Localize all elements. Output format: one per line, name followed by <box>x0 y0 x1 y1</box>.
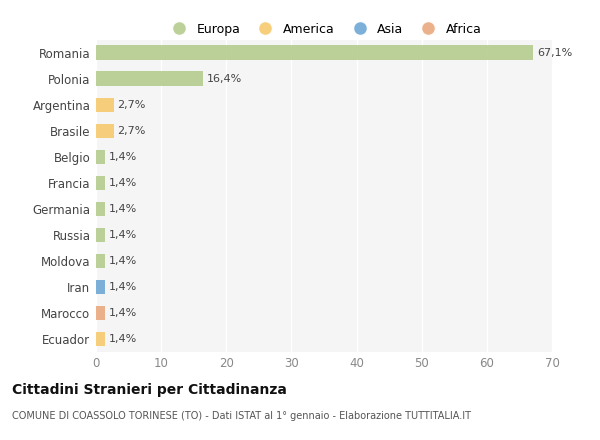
Bar <box>96 202 105 216</box>
Text: 67,1%: 67,1% <box>537 48 572 58</box>
Bar <box>96 227 105 242</box>
Text: 2,7%: 2,7% <box>118 100 146 110</box>
Text: 1,4%: 1,4% <box>109 178 137 188</box>
Text: 1,4%: 1,4% <box>109 204 137 214</box>
Bar <box>96 254 105 268</box>
Bar <box>96 45 533 60</box>
Text: Cittadini Stranieri per Cittadinanza: Cittadini Stranieri per Cittadinanza <box>12 383 287 397</box>
Bar <box>96 332 105 346</box>
Text: 1,4%: 1,4% <box>109 282 137 292</box>
Bar <box>96 150 105 164</box>
Text: 1,4%: 1,4% <box>109 230 137 240</box>
Text: 1,4%: 1,4% <box>109 308 137 318</box>
Text: COMUNE DI COASSOLO TORINESE (TO) - Dati ISTAT al 1° gennaio - Elaborazione TUTTI: COMUNE DI COASSOLO TORINESE (TO) - Dati … <box>12 411 471 422</box>
Text: 2,7%: 2,7% <box>118 126 146 136</box>
Text: 1,4%: 1,4% <box>109 256 137 266</box>
Text: 16,4%: 16,4% <box>207 73 242 84</box>
Bar <box>96 98 113 112</box>
Bar <box>96 176 105 190</box>
Text: 1,4%: 1,4% <box>109 334 137 344</box>
Text: 1,4%: 1,4% <box>109 152 137 162</box>
Bar <box>96 306 105 320</box>
Bar <box>96 71 203 86</box>
Bar <box>96 280 105 294</box>
Bar <box>96 124 113 138</box>
Legend: Europa, America, Asia, Africa: Europa, America, Asia, Africa <box>161 18 487 41</box>
